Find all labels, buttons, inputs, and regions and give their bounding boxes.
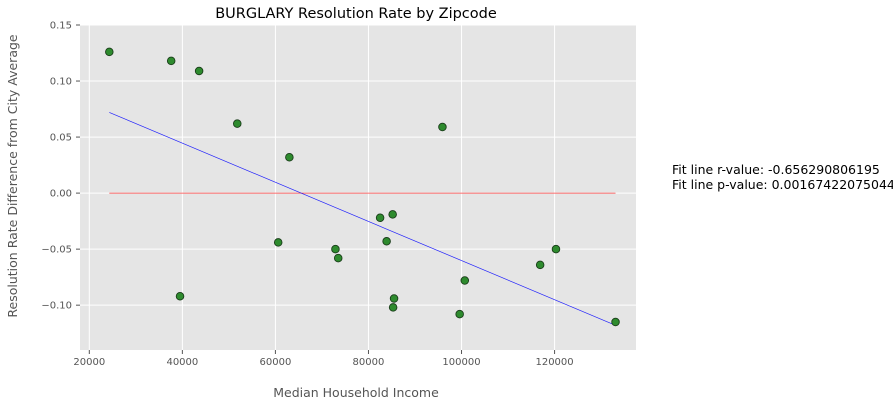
x-tick-label: 100000	[442, 357, 480, 368]
data-point	[105, 47, 114, 57]
data-point	[375, 213, 385, 223]
plot-area	[80, 25, 636, 350]
y-tick-label: 0.15	[50, 21, 72, 32]
data-point	[333, 253, 343, 263]
fit-stats-annotation: Fit line r-value: -0.656290806195 Fit li…	[672, 162, 893, 192]
fit-line	[109, 112, 616, 326]
data-point	[166, 56, 176, 66]
data-point	[455, 309, 464, 319]
data-points	[105, 47, 620, 327]
x-tick-label: 20000	[73, 357, 105, 368]
x-tick-label: 40000	[166, 357, 198, 368]
data-point	[194, 66, 204, 76]
x-tick-label: 120000	[535, 357, 573, 368]
x-axis-label: Median Household Income	[273, 385, 439, 400]
y-axis-ticks: 0.15 0.10 0.05 0.00 −0.05 −0.10	[41, 21, 80, 312]
reference-lines	[109, 112, 616, 326]
data-point	[388, 210, 397, 219]
data-point	[388, 303, 398, 312]
data-point	[331, 244, 340, 254]
y-tick-label: −0.10	[41, 301, 72, 312]
data-point	[551, 244, 561, 254]
x-tick-label: 60000	[260, 357, 292, 368]
data-point	[233, 119, 242, 128]
data-point	[175, 291, 185, 301]
y-tick-label: −0.05	[41, 245, 72, 256]
p-value-annotation: Fit line p-value: 0.00167422075044	[672, 177, 893, 192]
data-point	[611, 317, 620, 327]
chart-title: BURGLARY Resolution Rate by Zipcode	[215, 6, 497, 22]
data-point	[382, 237, 391, 246]
data-point	[460, 276, 470, 285]
data-point	[389, 294, 399, 303]
y-tick-label: 0.05	[50, 133, 72, 144]
y-axis-label: Resolution Rate Difference from City Ave…	[5, 34, 20, 318]
x-tick-label: 80000	[353, 357, 385, 368]
y-tick-label: 0.10	[50, 77, 72, 88]
data-point	[285, 152, 294, 162]
y-tick-label: 0.00	[50, 189, 72, 200]
r-value-annotation: Fit line r-value: -0.656290806195	[672, 162, 880, 177]
data-point	[438, 122, 447, 132]
x-axis-ticks: 20000 40000 60000 80000 100000 120000	[73, 350, 574, 368]
data-point	[273, 238, 283, 247]
data-point	[535, 260, 545, 270]
